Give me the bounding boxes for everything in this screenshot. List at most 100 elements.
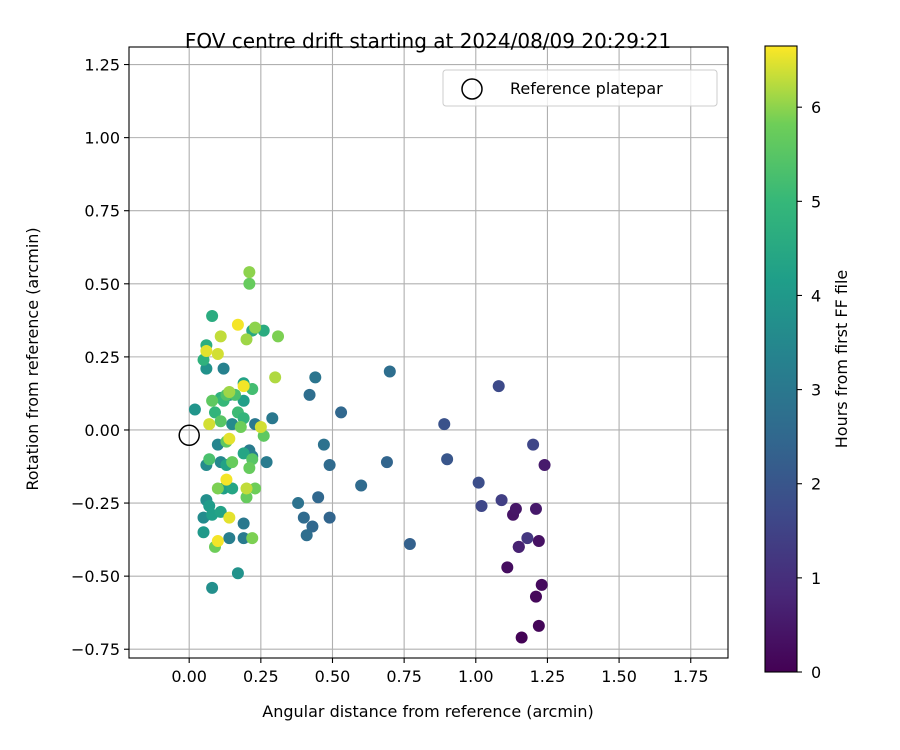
colorbar: 0 1 2 3 4 5 6 Hours from first FF file	[764, 45, 851, 682]
scatter-point	[317, 438, 330, 451]
scatter-point	[223, 511, 236, 524]
scatter-point	[240, 491, 253, 504]
y-tick-label: 0.50	[84, 275, 120, 294]
y-tick-label: −0.25	[71, 494, 120, 513]
data-points	[188, 266, 551, 644]
colorbar-tick-label: 6	[811, 98, 821, 117]
scatter-point	[237, 532, 250, 545]
scatter-point	[532, 535, 545, 548]
colorbar-tick-label: 4	[811, 286, 821, 305]
scatter-point	[223, 432, 236, 445]
scatter-point	[512, 540, 525, 553]
scatter-point	[355, 479, 368, 492]
scatter-point	[509, 502, 522, 515]
scatter-point	[441, 453, 454, 466]
scatter-point	[254, 421, 267, 434]
y-tick-label: 0.25	[84, 348, 120, 367]
scatter-point	[214, 505, 227, 518]
scatter-point	[206, 581, 219, 594]
scatter-point	[211, 535, 224, 548]
scatter-point	[249, 321, 262, 334]
x-axis-label: Angular distance from reference (arcmin)	[262, 702, 593, 721]
chart-title: FOV centre drift starting at 2024/08/09 …	[185, 29, 671, 53]
scatter-point	[501, 561, 514, 574]
scatter-point	[266, 412, 279, 425]
scatter-point	[292, 497, 305, 510]
scatter-point	[237, 394, 250, 407]
legend: Reference platepar	[442, 69, 718, 107]
colorbar-gradient	[764, 45, 798, 673]
scatter-point	[249, 482, 262, 495]
scatter-point	[226, 456, 239, 469]
scatter-point	[223, 385, 236, 398]
scatter-point	[297, 511, 310, 524]
y-tick-label: 0.00	[84, 421, 120, 440]
x-tick-label: 0.25	[243, 667, 279, 686]
scatter-point	[240, 333, 253, 346]
x-tick-label: 1.50	[601, 667, 637, 686]
scatter-point	[495, 494, 508, 507]
legend-marker-icon	[461, 78, 483, 100]
colorbar-tick-label: 1	[811, 569, 821, 588]
scatter-point	[234, 421, 247, 434]
scatter-point	[237, 380, 250, 393]
scatter-point	[206, 309, 219, 322]
scatter-point	[231, 567, 244, 580]
scatter-point	[246, 532, 259, 545]
scatter-point	[521, 532, 534, 545]
scatter-point	[529, 502, 542, 515]
scatter-point	[214, 330, 227, 343]
scatter-point	[303, 388, 316, 401]
x-tick-label: 1.25	[530, 667, 566, 686]
y-axis: −0.75 −0.50 −0.25 0.00 0.25 0.50 0.75 1.00 1.25	[71, 56, 129, 659]
scatter-point	[269, 371, 282, 384]
scatter-point	[211, 482, 224, 495]
scatter-point	[237, 517, 250, 530]
y-tick-label: 0.75	[84, 202, 120, 221]
scatter-point	[323, 459, 336, 472]
scatter-point	[217, 362, 230, 375]
x-tick-label: 1.00	[458, 667, 494, 686]
scatter-point	[197, 526, 210, 539]
y-tick-label: 1.00	[84, 129, 120, 148]
colorbar-tick-label: 0	[811, 663, 821, 682]
plot-frame	[128, 46, 729, 659]
scatter-point	[323, 511, 336, 524]
y-tick-label: 1.25	[84, 56, 120, 75]
scatter-point	[492, 380, 505, 393]
scatter-point	[206, 394, 219, 407]
scatter-point	[260, 456, 273, 469]
scatter-point	[272, 330, 285, 343]
scatter-point	[515, 631, 528, 644]
scatter-point	[243, 461, 256, 474]
scatter-point	[535, 578, 548, 591]
scatter-point	[240, 482, 253, 495]
scatter-point	[472, 476, 485, 489]
scatter-point	[312, 491, 325, 504]
grid	[129, 47, 728, 658]
y-tick-label: −0.50	[71, 567, 120, 586]
scatter-point	[300, 529, 313, 542]
scatter-point	[243, 266, 256, 279]
scatter-point	[475, 499, 488, 512]
legend-label: Reference platepar	[510, 79, 663, 98]
scatter-point	[529, 590, 542, 603]
legend-box	[442, 69, 718, 107]
scatter-point	[309, 371, 322, 384]
scatter-point	[188, 403, 201, 416]
scatter-point	[306, 520, 319, 533]
y-tick-label: −0.75	[71, 640, 120, 659]
scatter-point	[226, 482, 239, 495]
y-axis-label: Rotation from reference (arcmin)	[23, 227, 42, 490]
scatter-point	[335, 406, 348, 419]
x-axis: 0.00 0.25 0.50 0.75 1.00 1.25 1.50 1.75	[171, 658, 709, 686]
scatter-point	[383, 365, 396, 378]
scatter-point	[438, 418, 451, 431]
scatter-point	[203, 418, 216, 431]
x-tick-label: 0.00	[171, 667, 207, 686]
scatter-point	[220, 473, 233, 486]
scatter-point	[208, 406, 221, 419]
scatter-point	[231, 318, 244, 331]
scatter-point	[203, 453, 216, 466]
